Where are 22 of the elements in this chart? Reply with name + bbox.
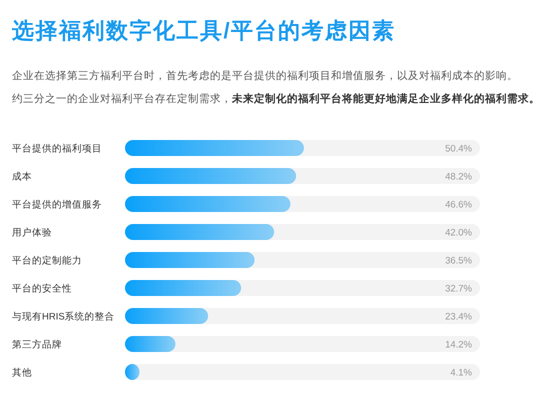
- text: 约三分之一的企业对福利平台存在定制需求，: [12, 92, 232, 105]
- y-tick-label: 平台的安全性: [12, 282, 72, 294]
- data-label: 48.2%: [445, 172, 473, 182]
- y-tick-label: 成本: [12, 170, 32, 182]
- y-tick-label: 用户体验: [12, 226, 52, 238]
- data-label: 4.1%: [450, 368, 473, 378]
- y-tick-label: 与现有HRIS系统的整合: [12, 310, 115, 322]
- data-label: 36.5%: [445, 256, 473, 266]
- y-tick-label: 平台提供的福利项目: [12, 142, 102, 154]
- data-label: 23.4%: [445, 312, 473, 322]
- y-tick-label: 平台的定制能力: [12, 254, 82, 266]
- data-label: 50.4%: [445, 144, 473, 154]
- data-label: 14.2%: [445, 340, 473, 350]
- text: 未来定制化的福利平台将能更好地满足企业多样化的福利需求。: [231, 92, 540, 105]
- y-tick-label: 第三方品牌: [12, 338, 62, 350]
- data-label: 46.6%: [445, 200, 473, 210]
- y-tick-label: 平台提供的增值服务: [12, 198, 102, 210]
- data-label: 42.0%: [445, 228, 473, 238]
- chart-subtitle: 企业在选择第三方福利平台时，首先考虑的是平台提供的福利项目和增值服务，以及对福利成本的影响。: [12, 69, 518, 82]
- data-label: 32.7%: [445, 284, 473, 294]
- y-tick-label: 其他: [12, 366, 32, 378]
- chart-title: 选择福利数字化工具/平台的考虑因素: [11, 18, 396, 43]
